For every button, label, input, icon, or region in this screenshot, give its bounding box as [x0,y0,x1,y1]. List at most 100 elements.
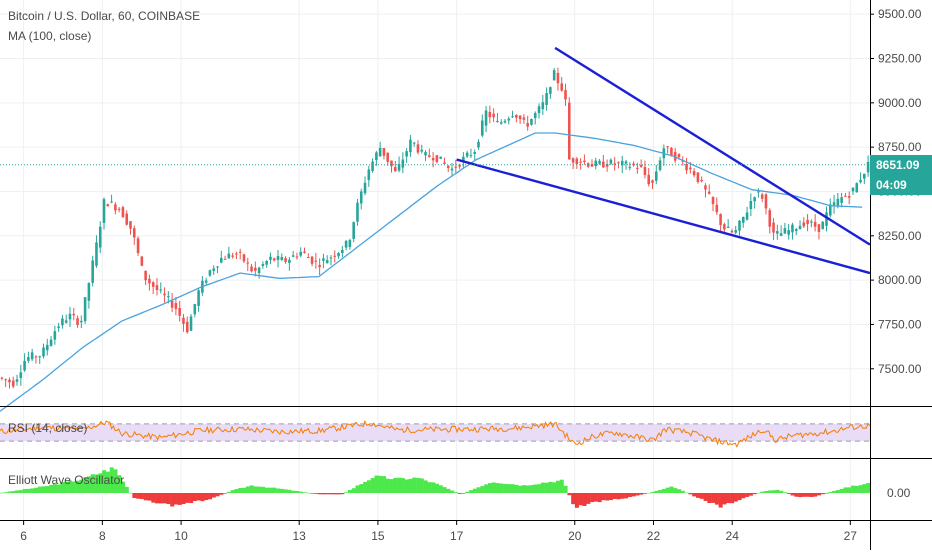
candle-body [768,210,772,227]
ewo-bar [404,479,409,493]
candle-body [23,360,26,371]
ewo-bar [487,483,492,493]
ewo-bar [631,493,636,497]
ewo-bar [366,480,371,493]
candle-body [692,171,696,176]
y-tick-label: 7500.00 [878,362,922,376]
candle-body [57,326,60,328]
ewo-bar [556,480,561,493]
rsi-legend[interactable]: RSI (14, close) [8,421,88,435]
candle-body [204,280,208,283]
ewo-bar [484,484,489,493]
ewo-bar [181,493,186,505]
ewo-bar [226,491,231,493]
candle-body [68,313,72,320]
candle-body [250,266,253,272]
ewo-bar [317,493,322,495]
ewo-bar [268,487,273,493]
ewo-bar [658,489,663,493]
candle-body [530,119,533,125]
candle-body [480,120,484,136]
ewo-bar [431,482,436,493]
candle-body [348,239,352,247]
ewo-bar [189,493,194,504]
ewo-bar [351,488,356,493]
ewo-bar [34,487,39,493]
ewo-bar [109,467,114,493]
candle-body [654,171,658,181]
candle-body [219,257,223,263]
candle-body [787,230,790,235]
candle-body [681,160,685,162]
ewo-bar [363,481,368,493]
candle-body [636,167,639,169]
candle-body [465,152,469,157]
ewo-bar [22,489,27,493]
candle-body [488,111,492,118]
ewo-bar [703,493,708,501]
ewo-bar [714,493,719,505]
candle-body [208,270,212,276]
candle-body [719,214,722,226]
trendline [456,158,871,275]
candle-body [594,160,598,167]
candle-body [261,264,265,266]
ewo-bar [382,476,387,493]
ewo-bar [499,483,504,493]
candle-body [72,313,76,316]
ewo-bar [60,482,65,493]
ewo-bar [344,492,349,493]
candle-body [469,155,473,157]
candle-body [182,317,185,324]
ma-legend[interactable]: MA (100, close) [8,29,92,43]
candle-body [197,290,200,306]
ewo-bar [756,492,761,494]
ewo-bar [733,493,738,502]
ewo-bar [605,493,610,501]
candle-body [760,194,764,199]
ewo-bar [858,485,863,493]
ewo-bar [45,486,50,493]
ewo-bar [578,493,583,506]
ewo-bar [204,493,209,501]
ewo-bar [393,477,398,493]
candle-body [401,159,405,168]
ewo-bar [370,478,375,493]
ewo-bar [476,487,481,493]
ewo-bar [56,484,61,493]
ewo-bar [11,491,16,493]
ewo-bar [385,478,390,493]
candle-body [382,148,386,156]
ewo-bar [635,493,640,496]
symbol-legend[interactable]: Bitcoin / U.S. Dollar, 60, COINBASE [8,9,201,23]
candle-body [344,240,348,248]
candle-body [295,256,299,258]
candle-body [738,220,741,231]
x-tick-label: 27 [844,529,858,543]
candle-body [303,251,306,253]
ewo-bar [669,486,674,493]
candle-body [477,141,480,148]
ewo-bar [684,492,689,494]
candle-body [522,117,526,120]
candle-body [325,260,329,264]
candle-body [552,70,556,81]
candle-body [484,110,488,126]
ewo-bar [64,481,69,493]
candle-body [15,379,19,382]
ewo-bar [654,490,659,493]
ewo-bar [124,486,129,493]
candle-body [798,225,802,230]
candle-body [299,251,303,256]
ewo-bar [590,493,595,503]
candle-body [677,154,681,158]
candle-body [216,266,219,268]
candle-body [696,172,700,182]
ewo-bar [612,493,617,499]
candle-body [613,163,616,165]
ewo-bar [771,490,776,493]
ewo-legend[interactable]: Elliott Wave Oscillator [8,473,125,487]
candle-body [836,198,840,207]
ewo-bar [279,488,284,493]
